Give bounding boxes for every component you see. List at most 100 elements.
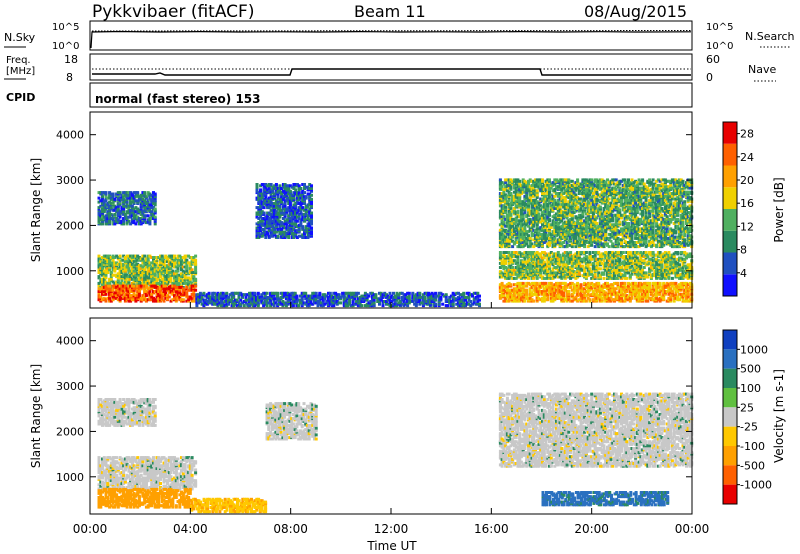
data-cell bbox=[239, 302, 243, 306]
data-cell bbox=[537, 215, 541, 219]
data-cell bbox=[116, 256, 120, 259]
data-cell bbox=[259, 212, 263, 216]
data-cell bbox=[332, 291, 336, 295]
data-cell bbox=[565, 241, 569, 244]
data-cell bbox=[306, 233, 310, 237]
data-cell bbox=[521, 227, 525, 231]
data-cell bbox=[539, 178, 543, 182]
data-cell bbox=[146, 281, 150, 285]
data-cell bbox=[588, 178, 592, 182]
data-cell bbox=[607, 236, 611, 240]
data-cell bbox=[169, 261, 173, 265]
data-cell bbox=[588, 217, 592, 221]
data-cell bbox=[527, 187, 530, 191]
data-cell bbox=[548, 217, 551, 221]
data-cell bbox=[397, 301, 401, 305]
data-cell bbox=[598, 238, 602, 242]
data-cell bbox=[546, 181, 550, 185]
data-cell bbox=[111, 273, 115, 277]
data-cell bbox=[287, 214, 291, 218]
data-cell bbox=[541, 187, 544, 191]
data-cell bbox=[530, 183, 534, 187]
data-cell bbox=[283, 219, 287, 223]
data-cell bbox=[132, 272, 136, 276]
data-cell bbox=[129, 299, 133, 303]
data-cell bbox=[197, 298, 201, 302]
data-cell bbox=[606, 178, 609, 182]
data-cell bbox=[276, 302, 280, 306]
data-cell bbox=[232, 304, 236, 308]
data-cell bbox=[534, 185, 537, 189]
data-cell bbox=[249, 294, 253, 298]
data-cell bbox=[553, 201, 557, 205]
data-cell bbox=[276, 227, 280, 231]
data-cell bbox=[607, 224, 611, 228]
data-cell bbox=[328, 300, 332, 303]
data-cell bbox=[600, 212, 604, 216]
data-cell bbox=[166, 277, 169, 281]
data-cell bbox=[269, 183, 273, 186]
data-cell bbox=[141, 215, 145, 219]
data-cell bbox=[118, 281, 122, 285]
data-cell bbox=[180, 279, 183, 283]
data-cell bbox=[116, 291, 120, 295]
data-cell bbox=[101, 283, 104, 287]
data-cell bbox=[101, 210, 104, 214]
data-cell bbox=[113, 208, 117, 212]
data-cell bbox=[519, 189, 523, 193]
data-cell bbox=[162, 279, 166, 283]
data-cell bbox=[595, 187, 599, 191]
data-cell bbox=[290, 212, 294, 216]
data-cell bbox=[607, 181, 611, 185]
data-cell bbox=[157, 299, 161, 303]
data-cell bbox=[569, 232, 573, 236]
data-cell bbox=[242, 304, 246, 308]
data-cell bbox=[136, 218, 140, 222]
data-cell bbox=[609, 179, 613, 183]
data-cell bbox=[434, 298, 438, 302]
data-cell bbox=[542, 230, 546, 234]
data-cell bbox=[183, 254, 187, 258]
data-cell bbox=[152, 279, 155, 283]
data-cell bbox=[509, 192, 513, 195]
data-cell bbox=[609, 201, 613, 205]
data-cell bbox=[556, 222, 560, 225]
data-cell bbox=[262, 304, 266, 308]
data-cell bbox=[549, 204, 553, 208]
data-cell bbox=[611, 232, 615, 236]
data-cell bbox=[278, 184, 282, 188]
data-cell bbox=[455, 297, 459, 301]
data-cell bbox=[259, 188, 263, 192]
data-cell bbox=[153, 199, 157, 203]
data-cell bbox=[267, 234, 271, 238]
data-cell bbox=[511, 197, 515, 201]
data-cell bbox=[505, 224, 509, 228]
data-cell bbox=[321, 301, 325, 305]
data-cell bbox=[106, 196, 110, 200]
data-cell bbox=[283, 191, 287, 195]
data-cell bbox=[97, 191, 101, 195]
data-cell bbox=[294, 223, 298, 227]
data-cell bbox=[598, 232, 602, 236]
data-cell bbox=[281, 230, 285, 234]
data-cell bbox=[500, 224, 504, 228]
data-cell bbox=[129, 277, 133, 281]
data-cell bbox=[607, 192, 611, 195]
data-cell bbox=[593, 187, 597, 191]
data-cell bbox=[173, 258, 176, 262]
data-cell bbox=[498, 236, 502, 240]
data-cell bbox=[544, 179, 548, 183]
data-cell bbox=[505, 183, 509, 187]
data-cell bbox=[376, 297, 380, 301]
data-cell bbox=[507, 193, 511, 197]
data-cell bbox=[537, 182, 541, 186]
data-cell bbox=[378, 300, 381, 303]
data-cell bbox=[171, 298, 175, 302]
data-cell bbox=[504, 187, 508, 191]
data-cell bbox=[143, 260, 147, 264]
data-cell bbox=[511, 228, 515, 232]
data-cell bbox=[122, 262, 126, 266]
data-cell bbox=[505, 200, 509, 204]
data-cell bbox=[148, 285, 152, 289]
data-cell bbox=[248, 304, 251, 308]
